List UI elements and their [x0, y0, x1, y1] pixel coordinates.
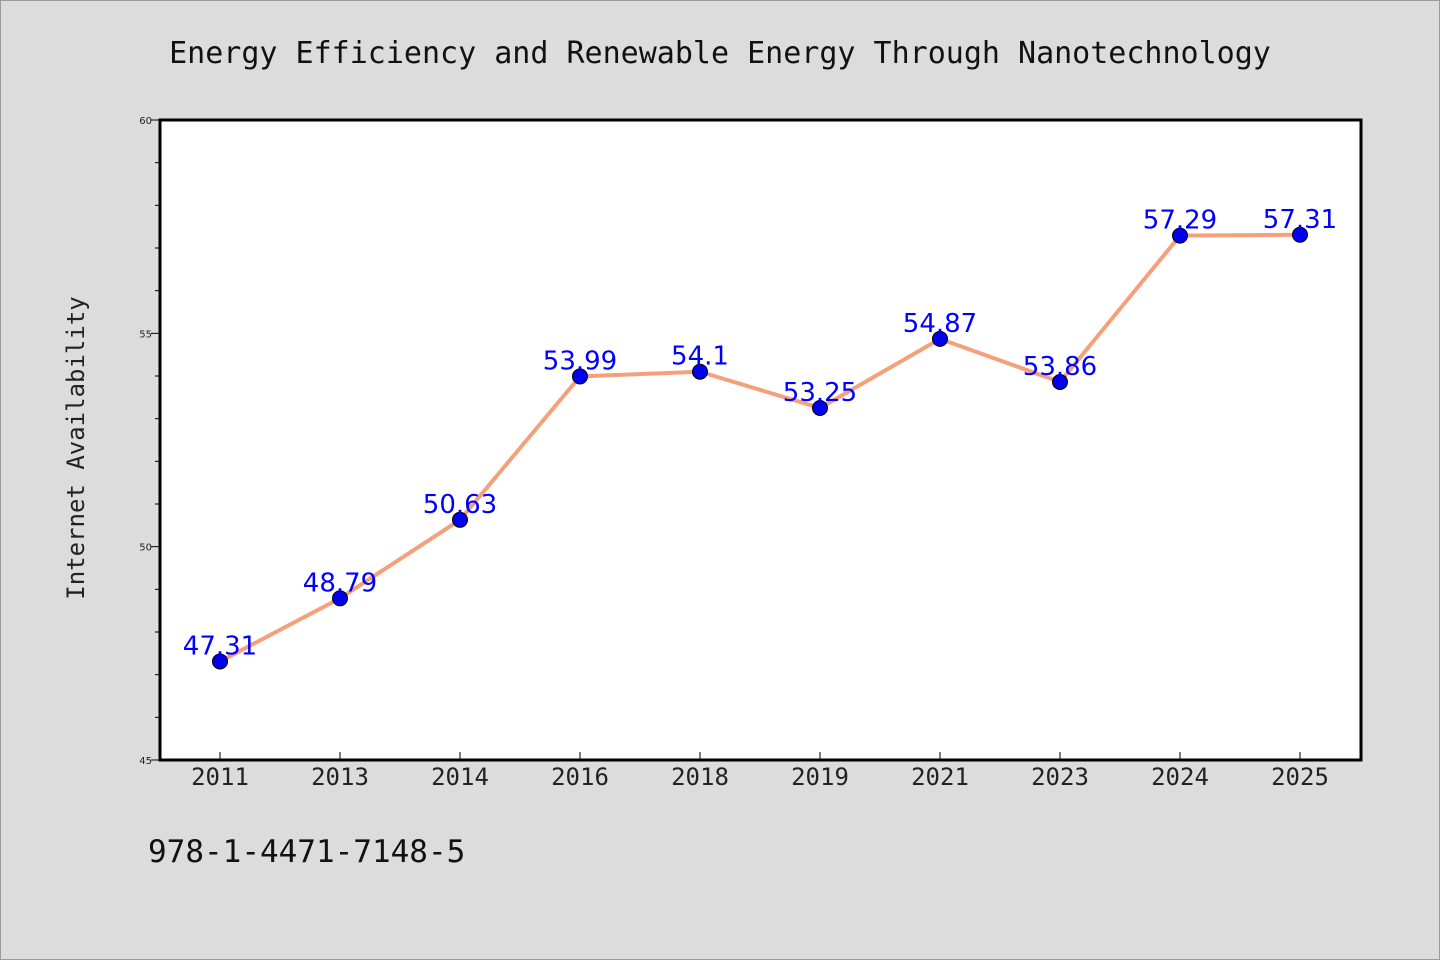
data-label: 47.31 — [183, 631, 257, 661]
plot-area — [158, 118, 1363, 762]
y-tick-label: 50 — [139, 543, 152, 554]
data-label: 53.86 — [1023, 352, 1097, 382]
x-tick-label: 2025 — [1271, 763, 1329, 791]
x-tick-label: 2024 — [1151, 763, 1209, 791]
x-tick-label: 2011 — [191, 763, 249, 791]
series-layer: 47.31 48.79 50.63 53.99 54.1 53.25 54.87 53.86 5… — [183, 205, 1337, 670]
data-label: 53.99 — [543, 346, 617, 376]
data-label: 50.63 — [423, 490, 497, 520]
data-label: 54.1 — [671, 342, 729, 372]
isbn-footnote: 978-1-4471-7148-5 — [148, 834, 466, 870]
y-axis: 45 50 55 60 — [139, 116, 160, 767]
x-axis: 2011 2013 2014 2016 2018 2019 2021 2023 2024 2025 — [191, 752, 1329, 791]
data-point — [932, 330, 948, 347]
x-tick-label: 2016 — [551, 763, 609, 791]
data-label: 54.87 — [903, 309, 977, 339]
y-tick-label: 60 — [139, 116, 152, 127]
x-tick-label: 2019 — [791, 763, 849, 791]
data-label: 57.31 — [1263, 205, 1337, 235]
y-tick-label: 55 — [139, 329, 152, 340]
x-tick-label: 2014 — [431, 763, 489, 791]
data-point — [212, 653, 228, 670]
data-point — [692, 363, 708, 380]
data-point — [332, 590, 348, 607]
data-point — [1052, 373, 1068, 390]
data-point — [1172, 227, 1188, 244]
chart-title: Energy Efficiency and Renewable Energy T… — [169, 36, 1271, 71]
x-tick-label: 2018 — [671, 763, 729, 791]
data-label: 57.29 — [1143, 206, 1217, 236]
data-point — [812, 400, 828, 416]
x-tick-label: 2023 — [1031, 763, 1089, 791]
data-point — [1292, 226, 1308, 243]
data-label: 53.25 — [783, 378, 857, 408]
x-tick-label: 2013 — [311, 763, 369, 791]
data-label: 48.79 — [303, 568, 377, 598]
series-line — [218, 232, 1302, 664]
y-axis-label: Internet Availability — [62, 296, 90, 599]
data-point — [572, 368, 588, 385]
x-tick-label: 2021 — [911, 763, 969, 791]
y-tick-label: 45 — [139, 756, 152, 767]
data-point — [452, 511, 468, 528]
